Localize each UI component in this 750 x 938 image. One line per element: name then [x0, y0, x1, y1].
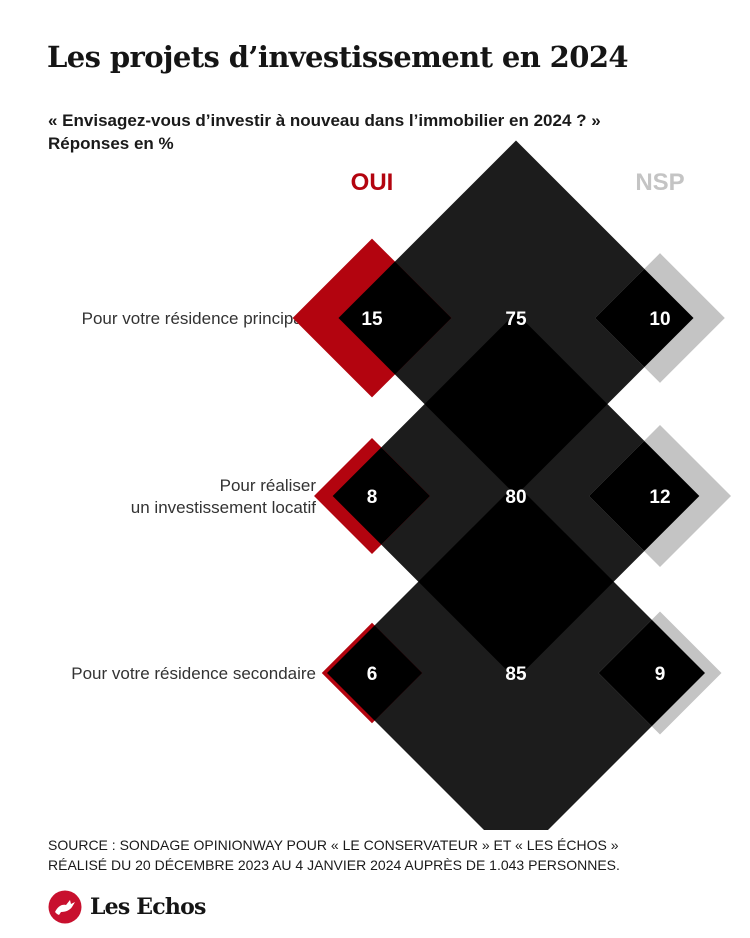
- overlap-diamonds: [418, 312, 614, 680]
- value-label-oui-3: 6: [367, 664, 378, 685]
- overlap-diamond-2: [418, 483, 614, 680]
- category-label-1: Pour votre résidence principale: [82, 309, 316, 328]
- nsp-overlap-3: [598, 619, 706, 727]
- value-label-oui-1: 15: [361, 309, 383, 330]
- oui-overlap-3: [326, 625, 423, 721]
- value-label-oui-2: 8: [367, 487, 378, 508]
- series-header-nsp: NSP: [635, 169, 684, 196]
- overlap-diamond-1: [424, 312, 608, 496]
- diamond-chart: OUINONNSP Pour votre résidence principal…: [71, 140, 732, 830]
- value-label-nsp-2: 12: [649, 487, 670, 508]
- value-labels: 15 8 6 75 80 85 10 12 9: [361, 309, 670, 685]
- source-line-1: SOURCE : SONDAGE OPINIONWAY POUR « LE CO…: [48, 837, 619, 853]
- oui-overlap-2: [332, 447, 430, 545]
- brand-name: Les Echos: [90, 894, 206, 920]
- unit-note: Réponses en %: [48, 134, 174, 153]
- side-diamonds: [292, 238, 732, 735]
- category-label-2-line-2: un investissement locatif: [131, 498, 316, 517]
- question-text: « Envisagez-vous d’investir à nouveau da…: [48, 111, 601, 130]
- value-label-non-2: 80: [505, 487, 526, 508]
- value-label-nsp-1: 10: [649, 309, 670, 330]
- les-echos-pegasus-icon: [48, 890, 82, 924]
- source-line-2: RÉALISÉ DU 20 DÉCEMBRE 2023 AU 4 JANVIER…: [48, 857, 620, 873]
- category-label-3: Pour votre résidence secondaire: [71, 664, 316, 683]
- chart-title: Les projets d’investissement en 2024: [47, 40, 629, 74]
- nsp-overlap-2: [588, 440, 700, 552]
- value-label-non-1: 75: [505, 309, 527, 330]
- value-label-non-3: 85: [505, 664, 527, 685]
- category-label-2-line-1: Pour réaliser: [220, 476, 317, 495]
- category-labels: Pour votre résidence principale Pour réal…: [71, 309, 316, 683]
- series-header-oui: OUI: [351, 169, 394, 196]
- nsp-overlap-1: [595, 268, 694, 368]
- oui-overlap-1: [338, 261, 452, 375]
- value-label-nsp-3: 9: [655, 664, 666, 685]
- source-note: SOURCE : SONDAGE OPINIONWAY POUR « LE CO…: [48, 835, 620, 875]
- brand-logo: Les Echos: [48, 890, 206, 924]
- chart-subtitle: « Envisagez-vous d’investir à nouveau da…: [48, 109, 601, 155]
